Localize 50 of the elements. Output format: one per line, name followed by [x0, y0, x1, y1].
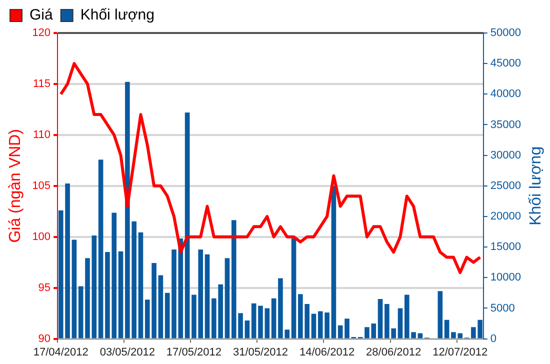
- bar: [264, 308, 270, 338]
- bar: [311, 314, 316, 338]
- y2-tick-label: 50000: [490, 27, 522, 40]
- bar: [184, 112, 190, 338]
- y-tick-label: 95: [38, 282, 51, 294]
- bar: [244, 320, 250, 338]
- y-tick-label: 100: [32, 230, 51, 243]
- y-tick-label: 120: [32, 27, 51, 40]
- bar: [444, 320, 450, 338]
- bar: [204, 254, 210, 338]
- y-tick-label: 110: [33, 128, 51, 141]
- bar: [378, 299, 383, 338]
- y2-axis-title: Khối lượng: [527, 146, 544, 226]
- bar: [72, 240, 77, 338]
- legend-label: Giá: [30, 6, 54, 24]
- bar: [398, 308, 403, 338]
- y2-tick-label: 20000: [490, 210, 522, 223]
- x-tick-label: 17/05/2012: [166, 346, 222, 358]
- bar: [158, 275, 164, 338]
- bar: [438, 291, 443, 338]
- bar: [138, 232, 144, 338]
- y2-tick-label: 25000: [490, 180, 522, 192]
- bar: [271, 298, 276, 338]
- bar: [118, 251, 124, 338]
- y-tick-label: 115: [33, 78, 51, 90]
- x-tick-label: 31/05/2012: [232, 346, 288, 358]
- y2-tick-label: 10000: [490, 272, 522, 284]
- y2-tick-label: 40000: [490, 88, 522, 100]
- x-tick-label: 17/04/2012: [33, 346, 88, 358]
- y-tick-label: 90: [38, 332, 51, 345]
- bar: [291, 238, 296, 338]
- bar: [78, 286, 84, 338]
- legend-label: Khối lượng: [80, 6, 154, 24]
- y2-tick-label: 5000: [490, 302, 515, 314]
- y2-tick-label: 15000: [490, 241, 522, 254]
- x-tick-label: 03/05/2012: [100, 346, 155, 358]
- x-tick-label: 28/06/2012: [366, 346, 422, 358]
- y2-tick-label: 35000: [490, 118, 522, 131]
- bar: [98, 160, 104, 338]
- y2-tick-label: 30000: [490, 149, 522, 162]
- x-tick-label: 12/07/2012: [432, 346, 488, 358]
- y-tick-label: 105: [32, 180, 51, 192]
- y2-tick-label: 0: [490, 332, 497, 345]
- bar: [418, 333, 423, 338]
- bar: [331, 186, 336, 338]
- x-tick-label: 14/06/2012: [300, 346, 355, 358]
- y2-tick-label: 45000: [490, 58, 522, 70]
- bar: [224, 258, 230, 338]
- bar: [164, 292, 170, 338]
- y-axis-title: Giá (ngàn VND): [7, 128, 24, 243]
